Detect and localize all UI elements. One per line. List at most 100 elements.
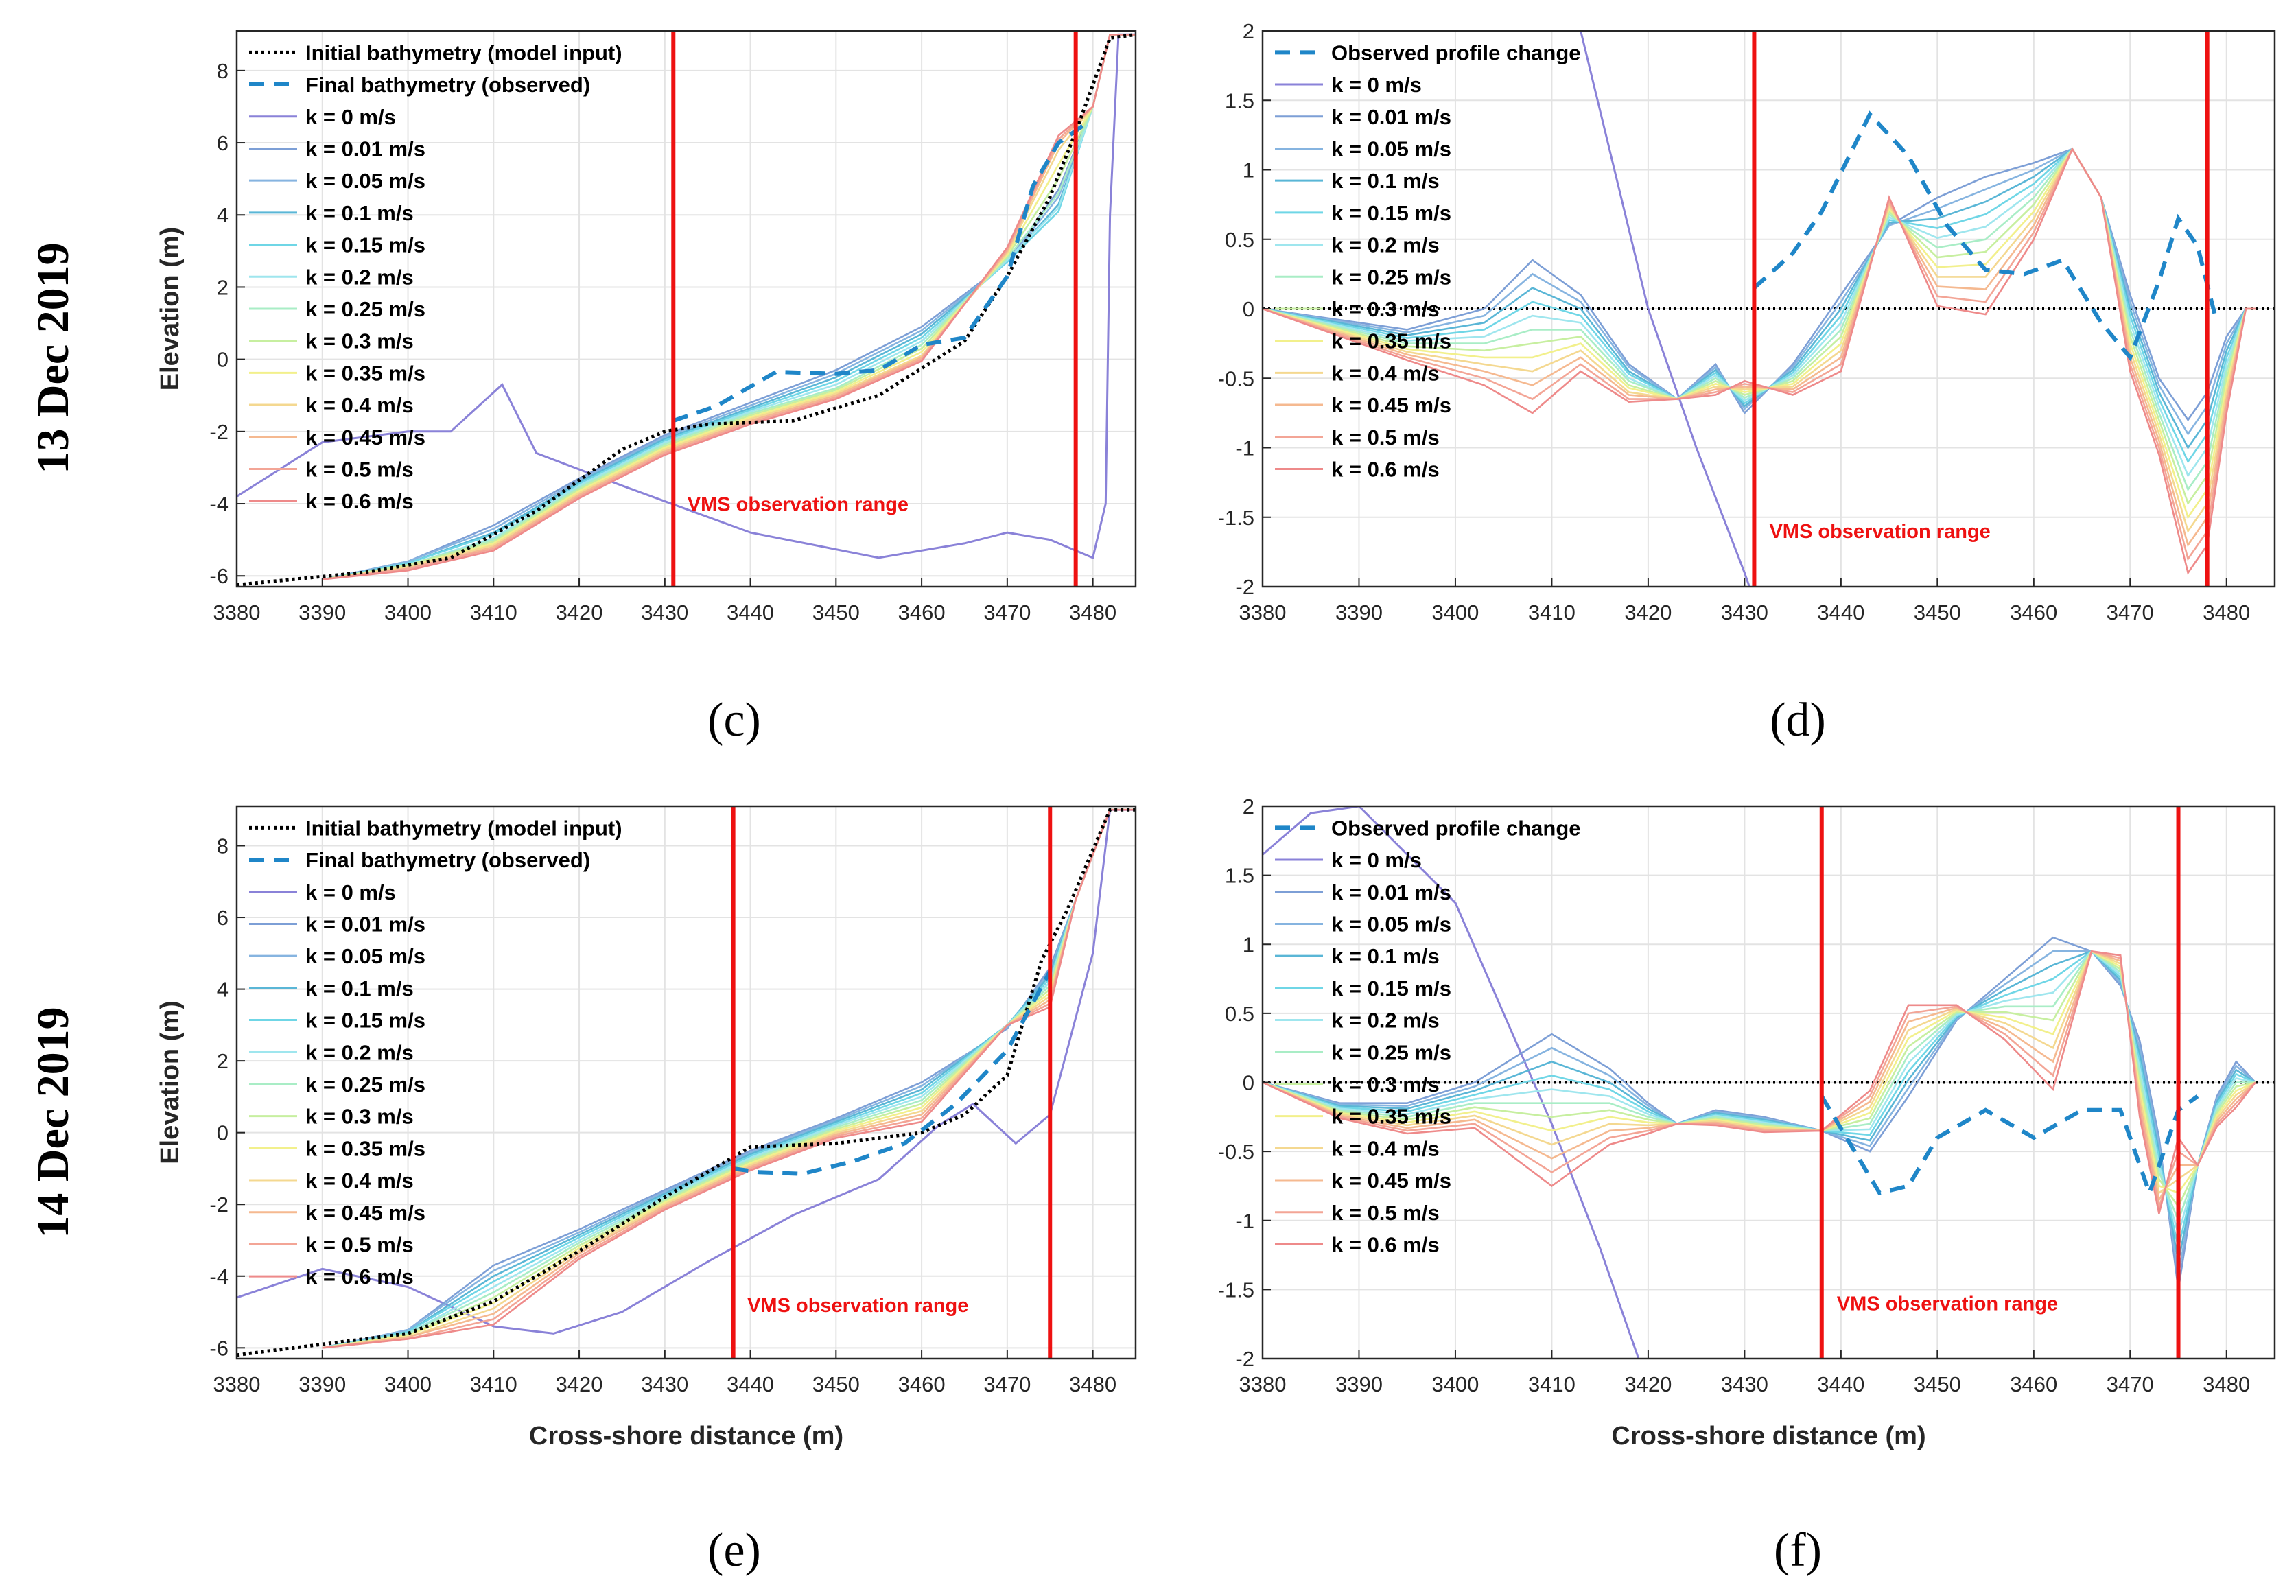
y-tick-label: 2 <box>217 1049 229 1073</box>
x-tick-label: 3470 <box>2107 600 2154 624</box>
y-tick-label: 1.5 <box>1225 89 1254 113</box>
series-line-k-0 <box>1579 31 1750 587</box>
legend-entry-label: k = 0.25 m/s <box>1331 1040 1451 1064</box>
x-tick-label: 3390 <box>298 1372 346 1396</box>
legend-entry-label: k = 0.05 m/s <box>305 944 425 968</box>
series-line-k-0 <box>1263 806 1640 1359</box>
x-tick-label: 3460 <box>898 600 946 624</box>
plot-content <box>1263 31 2275 587</box>
legend-entry-label: k = 0.3 m/s <box>1331 297 1440 321</box>
y-tick-label: 2 <box>1243 795 1254 819</box>
y-tick-label: 0 <box>217 348 229 372</box>
series-line-k-0.25 <box>1263 147 2256 492</box>
legend-entry-label: k = 0.45 m/s <box>305 1201 425 1225</box>
y-tick-label: 8 <box>217 59 229 83</box>
legend-entry-label: k = 0.45 m/s <box>305 425 425 449</box>
plot-area <box>237 806 1136 1359</box>
x-tick-label: 3430 <box>641 600 688 624</box>
legend-entry-label: k = 0.15 m/s <box>305 1009 425 1033</box>
series-line-k-0.6 <box>322 34 1136 580</box>
legend-entry-label: k = 0.01 m/s <box>305 912 425 936</box>
x-tick-label: 3480 <box>1069 600 1116 624</box>
legend-entry-label: k = 0.6 m/s <box>1331 457 1440 481</box>
vms-range-label: VMS observation range <box>688 494 909 516</box>
row-label-14-dec: 14 Dec 2019 <box>28 1007 78 1239</box>
x-tick-label: 3410 <box>470 1372 517 1396</box>
legend-entry-label: k = 0.1 m/s <box>305 976 414 1000</box>
x-tick-label: 3450 <box>812 600 860 624</box>
y-tick-label: 6 <box>217 131 229 155</box>
legend-entry-label: k = 0.6 m/s <box>305 489 414 513</box>
series-line-k-0.3 <box>1263 147 2256 506</box>
y-tick-label: -4 <box>209 492 229 516</box>
y-tick-label: -2 <box>209 420 229 444</box>
legend-entry-label: k = 0.05 m/s <box>305 169 425 193</box>
legend-entry-label: Final bathymetry (observed) <box>305 848 590 872</box>
x-tick-label: 3390 <box>1335 1372 1383 1396</box>
y-tick-label: 4 <box>217 978 229 1002</box>
legend-entry-label: Initial bathymetry (model input) <box>305 816 622 840</box>
x-tick-label: 3470 <box>983 1372 1031 1396</box>
plot-content <box>237 806 1136 1359</box>
legend-entry-label: k = 0.2 m/s <box>305 1040 414 1064</box>
x-tick-label: 3410 <box>1528 600 1575 624</box>
x-tick-label: 3390 <box>1335 600 1383 624</box>
legend-entry-label: k = 0.35 m/s <box>1331 1105 1451 1129</box>
observed-line <box>1820 1094 2199 1199</box>
y-tick-label: 0 <box>1243 297 1254 321</box>
y-axis-label: Elevation (m) <box>156 1000 185 1164</box>
x-tick-label: 3450 <box>812 1372 860 1396</box>
observed-line <box>672 123 1086 423</box>
chart-panel-c: VMS observation range 3380 3390 3400 3410 342… <box>156 30 1137 624</box>
y-axis-label: Elevation (m) <box>156 227 185 391</box>
series-line-k-0.01 <box>1263 148 2256 422</box>
x-tick-label: 3470 <box>2107 1372 2154 1396</box>
y-tick-label: 0.5 <box>1225 1002 1254 1026</box>
legend-entry-label: k = 0.05 m/s <box>1331 912 1451 936</box>
x-tick-label: 3440 <box>727 600 774 624</box>
y-tick-label: -6 <box>209 564 229 588</box>
series-line-k-0.45 <box>1263 147 2256 548</box>
legend-entry-label: k = 0.15 m/s <box>1331 201 1451 225</box>
legend-entry-label: k = 0.1 m/s <box>1331 944 1440 968</box>
x-tick-label: 3410 <box>470 600 517 624</box>
x-tick-label: 3470 <box>983 600 1031 624</box>
legend-entry-label: k = 0.01 m/s <box>1331 105 1451 129</box>
x-tick-label: 3400 <box>384 1372 432 1396</box>
series-line-k-0.35 <box>1263 147 2256 519</box>
panel-label-d: (d) <box>1770 694 1826 747</box>
y-tick-label: 6 <box>217 906 229 930</box>
legend-entry-label: k = 0.25 m/s <box>1331 265 1451 289</box>
legend: Observed profile change k = 0 m/s k = 0.01… <box>1275 40 1581 481</box>
legend: Initial bathymetry (model input) Final ba… <box>249 40 622 513</box>
legend-entry-label: k = 0 m/s <box>305 105 396 129</box>
series-line-k-0.1 <box>1263 148 2256 450</box>
legend-entry-label: k = 0.35 m/s <box>305 1136 425 1160</box>
y-tick-label: -1.5 <box>1218 1278 1254 1302</box>
series-line-k-0.6 <box>1263 147 2256 575</box>
y-tick-label: -0.5 <box>1218 366 1254 390</box>
panel-label-e: (e) <box>707 1524 761 1577</box>
x-tick-label: 3430 <box>1721 600 1768 624</box>
chart-panel-d: VMS observation range 3380 3390 3400 3410 342… <box>1218 19 2276 624</box>
legend-entry-label: Observed profile change <box>1331 816 1581 840</box>
x-tick-label: 3420 <box>556 600 603 624</box>
y-tick-label: 8 <box>217 834 229 858</box>
x-tick-label: 3420 <box>556 1372 603 1396</box>
legend-entry-label: Observed profile change <box>1331 40 1581 64</box>
x-tick-label: 3420 <box>1624 600 1672 624</box>
y-tick-label: -1 <box>1235 1209 1254 1233</box>
x-tick-label: 3380 <box>1239 1372 1287 1396</box>
panel-label-f: (f) <box>1774 1524 1822 1577</box>
legend-entry-label: k = 0.3 m/s <box>305 1105 414 1129</box>
legend-entry-label: k = 0.2 m/s <box>1331 1009 1440 1033</box>
x-tick-label: 3440 <box>727 1372 774 1396</box>
legend-entry-label: k = 0.5 m/s <box>1331 425 1440 449</box>
y-tick-label: 1.5 <box>1225 864 1254 888</box>
legend-entry-label: k = 0.45 m/s <box>1331 393 1451 417</box>
x-tick-label: 3480 <box>2203 1372 2250 1396</box>
legend-entry-label: k = 0.25 m/s <box>305 1072 425 1096</box>
series-line-k-0.2 <box>1263 147 2256 478</box>
legend-entry-label: k = 0.4 m/s <box>1331 1136 1440 1160</box>
series-line-k-0.6 <box>322 808 1136 1349</box>
